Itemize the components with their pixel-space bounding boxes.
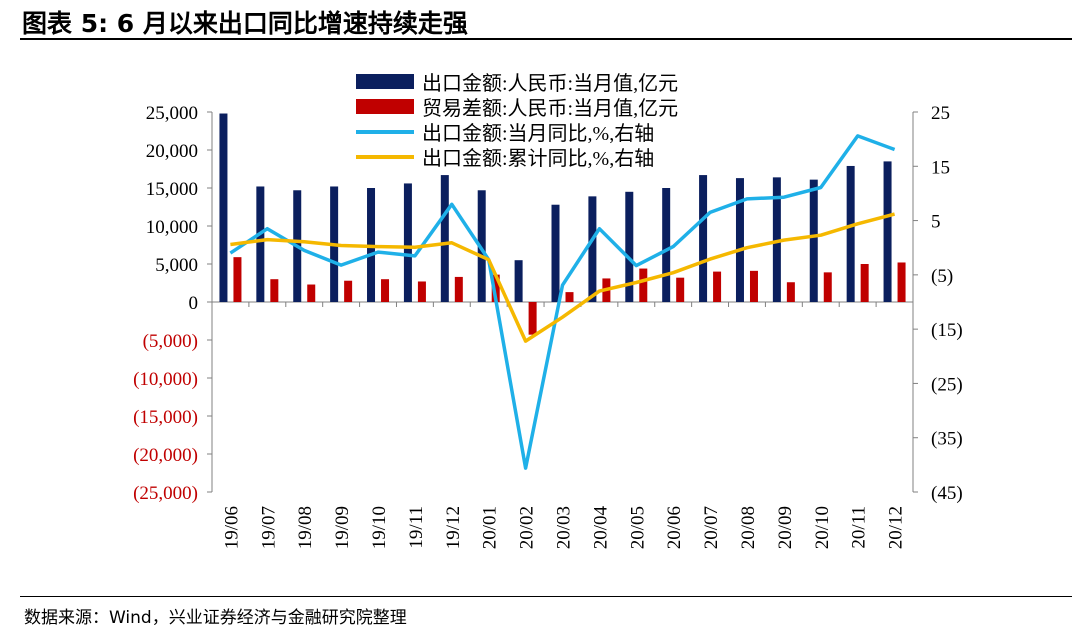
legend-label: 贸易差额:人民币:当月值,亿元: [422, 97, 678, 120]
legend-swatch: [356, 99, 414, 114]
trade-balance-bar: [676, 277, 685, 302]
x-tick-label: 20/05: [627, 506, 648, 549]
legend: 出口金额:人民币:当月值,亿元贸易差额:人民币:当月值,亿元出口金额:当月同比,…: [356, 72, 678, 170]
trade-balance-bar: [749, 270, 758, 302]
left-tick-label: (10,000): [133, 369, 198, 390]
trade-balance-bar: [565, 292, 574, 302]
export-value-bar: [846, 165, 855, 302]
trade-balance-bar: [786, 282, 795, 302]
right-tick-label: 25: [931, 103, 950, 124]
chart: 25,000 20,000 15,000 10,000 5,000 0 (5,000) (10…: [133, 72, 963, 550]
export-value-bar: [699, 175, 708, 302]
export-value-bar: [809, 179, 818, 302]
trade-balance-bar: [860, 264, 869, 302]
trade-balance-bar: [381, 279, 390, 302]
trade-balance-bar: [417, 281, 426, 302]
trade-balance-bar: [713, 271, 722, 302]
right-tick-label: (45): [931, 483, 963, 504]
x-tick-label: 20/06: [664, 506, 685, 549]
left-tick-label: 5,000: [155, 255, 198, 276]
export-value-bar: [440, 175, 449, 302]
x-tick-label: 19/11: [406, 506, 427, 549]
trade-balance-bar: [897, 262, 906, 302]
page-title: 图表 5: 6 月以来出口同比增速持续走强: [22, 9, 468, 38]
legend-label: 出口金额:人民币:当月值,亿元: [422, 72, 678, 95]
right-tick-label: (15): [931, 320, 963, 341]
trade-balance-bar: [454, 276, 463, 302]
trade-balance-bar: [639, 268, 648, 302]
legend-label: 出口金额:当月同比,%,右轴: [422, 122, 654, 145]
monthly-yoy-line: [229, 134, 896, 470]
left-tick-label: 10,000: [146, 217, 198, 238]
right-tick-label: (5): [931, 266, 953, 287]
x-tick-label: 20/10: [812, 506, 833, 549]
left-tick-label: 20,000: [146, 141, 198, 162]
export-value-bar: [219, 113, 228, 303]
left-axis-ticks: 25,000 20,000 15,000 10,000 5,000 0 (5,000) (10…: [133, 103, 212, 504]
x-tick-label: 19/12: [443, 506, 464, 549]
x-tick-label: 20/04: [590, 506, 611, 550]
title-divider: [20, 38, 1072, 40]
x-tick-label: 20/11: [849, 506, 870, 549]
export-value-bar: [256, 186, 265, 302]
x-tick-label: 19/09: [332, 506, 353, 549]
export-value-bar: [588, 196, 597, 302]
right-axis-ticks: 25 15 5 (5) (15) (25) (35) (45): [913, 103, 963, 504]
x-tick-label: 19/08: [295, 506, 316, 549]
trade-balance-bar: [528, 302, 537, 335]
axes: [211, 112, 914, 492]
trade-balance-bar: [823, 272, 832, 302]
trade-balance-bar: [233, 257, 242, 302]
x-tick-label: 20/07: [701, 506, 722, 549]
export-value-bar: [662, 188, 671, 302]
legend-label: 出口金额:累计同比,%,右轴: [422, 147, 654, 170]
legend-swatch: [356, 74, 414, 89]
left-tick-label: 25,000: [146, 103, 198, 124]
trade-balance-bar: [491, 274, 500, 302]
footer-divider: [20, 596, 1072, 597]
left-tick-label: (5,000): [143, 331, 198, 352]
export-value-bar: [403, 183, 412, 302]
export-value-bar: [883, 161, 892, 302]
left-tick-label: 15,000: [146, 179, 198, 200]
x-tick-label: 20/03: [554, 506, 575, 549]
export-value-bar: [551, 204, 560, 302]
cumulative-yoy-line: [230, 212, 896, 343]
trade-balance-bar: [307, 284, 316, 302]
x-tick-label: 19/06: [221, 506, 242, 549]
export-value-bar: [625, 191, 634, 302]
export-value-bar: [772, 177, 781, 302]
trade-balance-bar: [344, 280, 353, 302]
left-tick-label: 0: [189, 293, 199, 314]
x-tick-label: 20/09: [775, 506, 796, 549]
right-tick-label: (25): [931, 374, 963, 395]
x-axis-labels: 19/06 19/07 19/08 19/09 19/10 19/11 19/12 20/01…: [221, 506, 906, 550]
source-note: 数据来源：Wind，兴业证券经济与金融研究院整理: [24, 608, 407, 628]
right-tick-label: 15: [931, 157, 950, 178]
left-tick-label: (25,000): [133, 483, 198, 504]
left-tick-label: (20,000): [133, 445, 198, 466]
trade-balance-bar: [270, 279, 279, 302]
x-tick-label: 20/01: [480, 506, 501, 549]
right-tick-label: (35): [931, 429, 963, 450]
x-tick-label: 20/08: [738, 506, 759, 549]
lines: [229, 134, 896, 470]
x-tick-label: 19/07: [258, 506, 279, 549]
x-tick-label: 19/10: [369, 506, 390, 549]
export-value-bar: [735, 178, 744, 302]
export-value-bar: [514, 260, 523, 302]
left-tick-label: (15,000): [133, 407, 198, 428]
x-tick-label: 20/02: [517, 506, 538, 549]
right-tick-label: 5: [931, 212, 941, 233]
x-tick-label: 20/12: [886, 506, 907, 549]
